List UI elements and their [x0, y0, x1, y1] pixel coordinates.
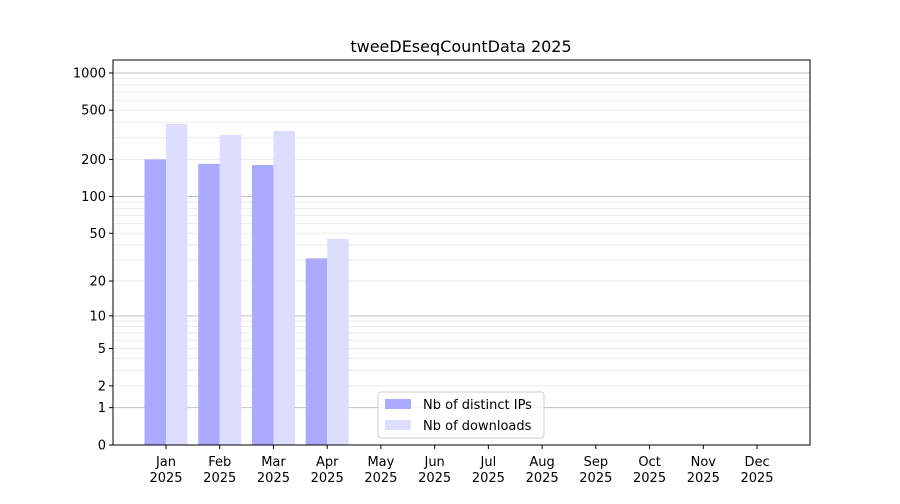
x-tick-label-month: Sep	[584, 455, 609, 470]
y-tick-label: 5	[98, 342, 106, 357]
y-tick-label: 1	[98, 401, 106, 416]
bar-ips-feb	[198, 163, 220, 445]
y-tick-label: 50	[89, 227, 106, 242]
y-tick-label: 0	[98, 439, 106, 454]
x-tick-label-year: 2025	[311, 471, 344, 486]
bar-downloads-jan	[166, 123, 188, 445]
x-axis: Jan2025Feb2025Mar2025Apr2025May2025Jun20…	[149, 445, 774, 486]
legend-box	[377, 391, 545, 439]
x-tick-label-year: 2025	[418, 471, 451, 486]
chart-title: tweeDEseqCountData 2025	[350, 37, 571, 56]
bar-downloads-apr	[327, 238, 349, 445]
x-tick-label-month: Oct	[638, 455, 660, 470]
x-tick-label-year: 2025	[633, 471, 666, 486]
x-tick-label-year: 2025	[526, 471, 559, 486]
x-tick-label-month: Apr	[316, 455, 339, 470]
y-tick-label: 200	[81, 153, 106, 168]
x-tick-label-month: Jun	[423, 455, 444, 470]
y-tick-label: 10	[89, 309, 106, 324]
x-tick-label-year: 2025	[579, 471, 612, 486]
x-tick-label-month: Aug	[529, 455, 554, 470]
bar-ips-apr	[305, 258, 328, 445]
plot-frame	[112, 59, 811, 446]
bar-ips-jan	[144, 159, 166, 445]
y-tick-label: 1000	[73, 66, 106, 81]
bars	[144, 123, 349, 445]
x-tick-label-year: 2025	[257, 471, 290, 486]
y-tick-label: 100	[81, 190, 106, 205]
x-tick-label-year: 2025	[203, 471, 236, 486]
bar-downloads-feb	[219, 135, 242, 445]
x-tick-label-year: 2025	[472, 471, 505, 486]
legend-swatch-downloads	[385, 420, 411, 430]
legend: Nb of distinct IPs Nb of downloads	[377, 391, 545, 439]
x-tick-label-month: Feb	[208, 455, 231, 470]
bar-downloads-mar	[273, 130, 295, 445]
y-tick-label: 20	[89, 275, 106, 290]
y-tick-label: 500	[81, 104, 106, 119]
x-tick-label-month: May	[367, 455, 394, 470]
legend-swatch-ips	[385, 399, 411, 409]
x-tick-label-month: Nov	[691, 455, 717, 470]
legend-label-ips: Nb of distinct IPs	[423, 398, 532, 413]
x-tick-label-month: Jul	[480, 455, 497, 470]
legend-label-downloads: Nb of downloads	[423, 419, 532, 434]
x-tick-label-month: Jan	[155, 455, 176, 470]
x-tick-label-month: Mar	[261, 455, 286, 470]
x-tick-label-year: 2025	[364, 471, 397, 486]
y-axis: 0 1 2 5 10 20 50 100 200 500 1000	[73, 66, 113, 454]
x-tick-label-year: 2025	[740, 471, 773, 486]
x-tick-label-year: 2025	[687, 471, 720, 486]
y-tick-label: 2	[98, 379, 106, 394]
bar-ips-mar	[251, 165, 274, 445]
x-tick-label-year: 2025	[149, 471, 182, 486]
x-tick-label-month: Dec	[744, 455, 769, 470]
